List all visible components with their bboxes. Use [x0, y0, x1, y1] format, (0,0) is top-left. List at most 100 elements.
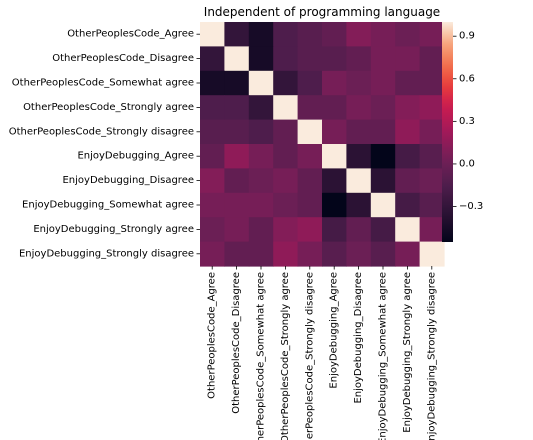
heatmap-cell — [322, 168, 347, 194]
heatmap-cells — [200, 22, 445, 267]
heatmap-cell — [419, 144, 445, 169]
heatmap-cell — [248, 95, 274, 121]
colorbar-tick-label: 0.3 — [459, 116, 475, 127]
heatmap-cell — [419, 192, 445, 218]
heatmap-cell — [297, 144, 323, 169]
heatmap-cell — [370, 241, 396, 267]
heatmap-cell — [224, 217, 250, 243]
heatmap-cell — [224, 22, 250, 47]
heatmap-cell — [346, 217, 372, 243]
heatmap-cell — [419, 95, 445, 121]
heatmap-cell — [322, 46, 347, 72]
colorbar: −0.3 0.0 0.3 0.6 0.9 — [442, 22, 483, 242]
heatmap-cell — [273, 22, 299, 47]
heatmap-cell — [370, 22, 396, 47]
heatmap-cell — [248, 70, 274, 96]
row-label: EnjoyDebugging_Agree — [77, 151, 194, 162]
column-label: OtherPeoplesCode_Somewhat agree — [256, 272, 267, 440]
heatmap-cell — [370, 95, 396, 121]
heatmap-cell — [297, 192, 323, 218]
heatmap-cell — [200, 70, 225, 96]
heatmap-cell — [297, 95, 323, 121]
heatmap-cell — [248, 241, 274, 267]
heatmap-cell — [248, 168, 274, 194]
heatmap-cell — [322, 95, 347, 121]
heatmap-cell — [419, 22, 445, 47]
row-label: OtherPeoplesCode_Somewhat agree — [12, 78, 194, 89]
heatmap-cell — [273, 144, 299, 169]
colorbar-tick-label: 0.6 — [459, 73, 475, 84]
heatmap-cell — [200, 192, 225, 218]
heatmap-cell — [419, 70, 445, 96]
colorbar-gradient — [442, 22, 453, 242]
heatmap-cell — [322, 70, 347, 96]
heatmap-cell — [419, 46, 445, 72]
heatmap-cell — [224, 95, 250, 121]
heatmap-cell — [322, 144, 347, 169]
heatmap-cell — [419, 168, 445, 194]
heatmap-cell — [248, 217, 274, 243]
heatmap-cell — [346, 192, 372, 218]
heatmap-cell — [200, 119, 225, 145]
heatmap-cell — [297, 241, 323, 267]
heatmap-cell — [297, 46, 323, 72]
heatmap-cell — [322, 217, 347, 243]
heatmap-cell — [370, 70, 396, 96]
heatmap-cell — [224, 46, 250, 72]
heatmap-cell — [248, 22, 274, 47]
heatmap-cell — [248, 144, 274, 169]
heatmap-cell — [419, 217, 445, 243]
heatmap-cell — [273, 217, 299, 243]
heatmap-cell — [346, 95, 372, 121]
column-label: OtherPeoplesCode_Agree — [207, 272, 218, 399]
row-label: EnjoyDebugging_Somewhat agree — [22, 200, 194, 211]
heatmap-cell — [346, 70, 372, 96]
column-labels: OtherPeoplesCode_Agree OtherPeoplesCode_D… — [207, 266, 437, 440]
heatmap-cell — [200, 217, 225, 243]
heatmap-cell — [273, 241, 299, 267]
column-label: OtherPeoplesCode_Disagree — [231, 272, 242, 414]
column-label: EnjoyDebugging_Strongly agree — [402, 272, 413, 433]
heatmap-cell — [224, 192, 250, 218]
heatmap-cell — [370, 144, 396, 169]
heatmap-cell — [346, 168, 372, 194]
heatmap-cell — [370, 217, 396, 243]
heatmap-cell — [395, 192, 421, 218]
row-label: EnjoyDebugging_Strongly disagree — [19, 248, 194, 259]
heatmap-cell — [297, 119, 323, 145]
row-label: OtherPeoplesCode_Agree — [67, 29, 194, 40]
heatmap-cell — [273, 95, 299, 121]
column-label: EnjoyDebugging_Disagree — [353, 272, 364, 404]
heatmap-cell — [395, 22, 421, 47]
heatmap-cell — [370, 119, 396, 145]
heatmap-cell — [248, 192, 274, 218]
heatmap-cell — [370, 46, 396, 72]
heatmap-cell — [370, 192, 396, 218]
heatmap-cell — [224, 241, 250, 267]
column-label: OtherPeoplesCode_Strongly agree — [280, 272, 291, 440]
row-labels: OtherPeoplesCode_Agree OtherPeoplesCode_D… — [9, 29, 200, 259]
heatmap-cell — [297, 217, 323, 243]
heatmap-cell — [273, 192, 299, 218]
colorbar-tick-label: −0.3 — [459, 201, 483, 212]
heatmap-cell — [248, 119, 274, 145]
heatmap-cell — [322, 119, 347, 145]
row-label: OtherPeoplesCode_Strongly disagree — [9, 126, 194, 137]
heatmap-cell — [224, 144, 250, 169]
heatmap-cell — [200, 22, 225, 47]
chart-title: Independent of programming language — [204, 5, 440, 19]
heatmap-cell — [370, 168, 396, 194]
column-label: EnjoyDebugging_Agree — [329, 272, 340, 389]
heatmap-cell — [224, 119, 250, 145]
column-label: OtherPeoplesCode_Strongly disagree — [304, 272, 315, 440]
row-label: OtherPeoplesCode_Strongly agree — [23, 102, 194, 113]
heatmap-cell — [297, 22, 323, 47]
heatmap-cell — [200, 144, 225, 169]
heatmap-cell — [200, 46, 225, 72]
heatmap-cell — [273, 46, 299, 72]
heatmap-cell — [273, 119, 299, 145]
heatmap-cell — [395, 70, 421, 96]
heatmap-cell — [346, 241, 372, 267]
